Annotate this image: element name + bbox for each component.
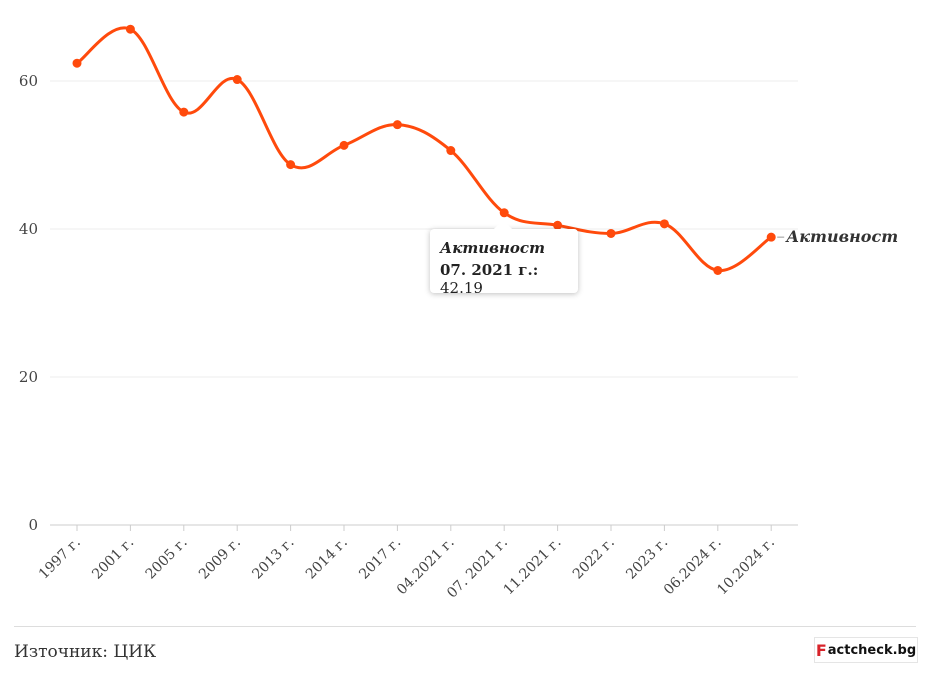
tooltip-value: 42.19 xyxy=(440,279,483,297)
x-tick-label: 2013 г. xyxy=(249,535,297,583)
data-point[interactable] xyxy=(659,219,669,229)
series-line-aktivnost xyxy=(76,26,773,272)
line-chart: 0 20 40 60 1997 г. 2001 г. 2005 г. 2009 г. 2013… xyxy=(19,24,898,601)
data-point[interactable] xyxy=(232,75,242,85)
y-tick-label: 0 xyxy=(28,516,38,534)
y-tick-label: 60 xyxy=(19,72,38,90)
data-point[interactable] xyxy=(339,140,349,150)
x-tick-label: 1997 г. xyxy=(36,535,84,583)
series-label: Активност xyxy=(785,227,898,246)
data-point[interactable] xyxy=(553,220,563,230)
data-point[interactable] xyxy=(392,120,402,130)
data-points xyxy=(72,24,785,275)
source-note: Източник: ЦИК xyxy=(14,642,157,662)
data-point[interactable] xyxy=(499,208,509,218)
logo-text: actcheck.bg xyxy=(827,642,917,658)
footer-divider xyxy=(14,626,916,627)
x-tick-label: 2017 г. xyxy=(356,535,404,583)
data-point[interactable] xyxy=(606,228,616,238)
y-tick-label: 20 xyxy=(19,368,38,386)
tooltip-series: Активност xyxy=(440,239,545,257)
x-tick-label: 2001 г. xyxy=(89,535,137,583)
data-point[interactable] xyxy=(72,58,82,68)
y-tick-label: 40 xyxy=(19,220,38,238)
x-axis: 1997 г. 2001 г. 2005 г. 2009 г. 2013 г. 2014 … xyxy=(36,525,778,601)
y-axis: 0 20 40 60 xyxy=(19,72,38,534)
x-tick-label: 2009 г. xyxy=(196,535,244,583)
data-point[interactable] xyxy=(125,24,135,34)
data-point[interactable] xyxy=(179,107,189,117)
tooltip: Активност 07. 2021 г.: 42.19 xyxy=(430,220,578,297)
x-tick-label: 2022 г. xyxy=(570,535,618,583)
x-tick-label: 2005 г. xyxy=(143,535,191,583)
x-tick-label: 10.2024 г. xyxy=(714,535,778,599)
data-point[interactable] xyxy=(713,265,723,275)
x-tick-label: 2014 г. xyxy=(303,535,351,583)
data-point[interactable] xyxy=(446,146,456,156)
x-tick-label: 2023 г. xyxy=(623,535,671,583)
data-point[interactable] xyxy=(766,232,776,242)
grid-lines xyxy=(50,80,798,526)
logo-mark: F xyxy=(815,640,827,660)
tooltip-category: 07. 2021 г.: xyxy=(440,261,539,279)
data-point[interactable] xyxy=(286,160,296,170)
x-tick-label: 11.2021 г. xyxy=(501,535,565,599)
